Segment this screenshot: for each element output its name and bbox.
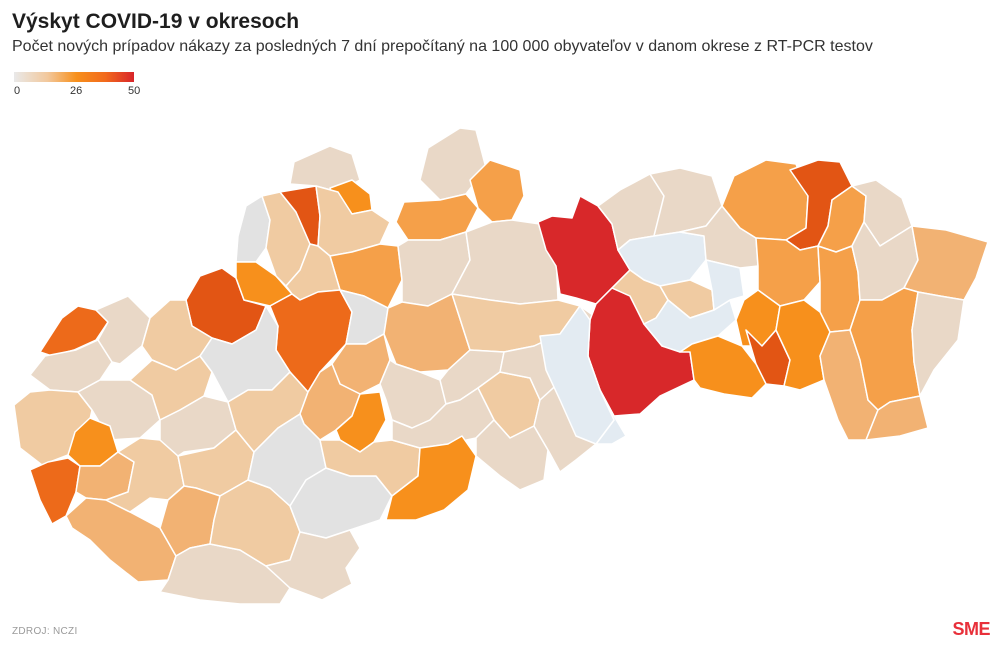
district[interactable] [539,305,615,445]
map-subtitle: Počet nových prípadov nákazy za posledný… [12,38,873,55]
district[interactable] [469,159,525,223]
map-title: Výskyt COVID-19 v okresoch [12,10,300,33]
legend-gradient [14,72,134,82]
district[interactable] [903,225,989,301]
legend-min-label: 0 [14,85,21,97]
district[interactable] [865,395,929,441]
legend-mid-label: 26 [70,85,83,97]
district[interactable] [391,387,495,449]
color-legend: 0 26 50 [14,72,140,98]
legend-max-label: 50 [128,85,141,97]
district[interactable] [129,355,213,421]
slovakia-districts-map [13,127,989,605]
district[interactable] [65,497,177,583]
district[interactable] [105,437,185,513]
district[interactable] [755,237,821,307]
legend-ticks: 0 26 50 [14,82,140,98]
district[interactable] [911,291,965,397]
district[interactable] [643,299,737,353]
district[interactable] [95,295,151,365]
district[interactable] [475,419,549,491]
district[interactable] [679,335,767,399]
district[interactable] [705,259,745,311]
district[interactable] [265,529,361,601]
district[interactable] [385,435,477,521]
source-note: ZDROJ: NCZI [12,626,78,637]
sme-logo: SME [952,619,990,639]
